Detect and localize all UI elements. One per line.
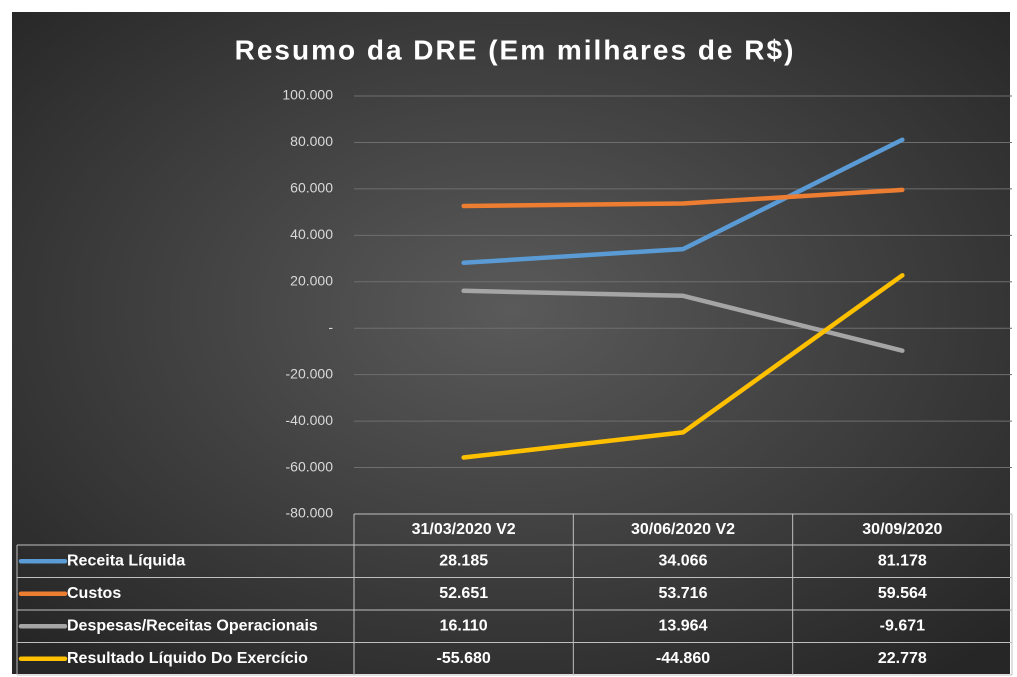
data-label: 59.564 bbox=[878, 585, 927, 602]
legend-label: Receita Líquida bbox=[67, 552, 185, 569]
y-tick-label: -80.000 bbox=[286, 505, 334, 521]
data-label: 34.066 bbox=[659, 552, 708, 569]
legend-label: Custos bbox=[67, 585, 121, 602]
y-tick-label: -40.000 bbox=[286, 412, 334, 428]
y-tick-label: -60.000 bbox=[286, 458, 334, 474]
y-tick-label: 20.000 bbox=[290, 272, 333, 288]
legend-label: Despesas/Receitas Operacionais bbox=[67, 617, 318, 634]
data-label: 16.110 bbox=[440, 617, 488, 634]
data-label: -44.860 bbox=[656, 650, 710, 667]
chart-title: Resumo da DRE (Em milhares de R$) bbox=[235, 34, 796, 65]
y-tick-label: 60.000 bbox=[290, 180, 333, 196]
series-line bbox=[461, 273, 905, 460]
y-tick-label: 100.000 bbox=[282, 87, 333, 103]
data-label: 53.716 bbox=[659, 585, 708, 602]
data-label: 52.651 bbox=[439, 585, 488, 602]
series-line bbox=[461, 288, 905, 353]
series-line bbox=[461, 137, 905, 266]
legend-label: Resultado Líquido Do Exercício bbox=[67, 650, 308, 667]
data-label: 81.178 bbox=[878, 552, 927, 569]
y-tick-label: -20.000 bbox=[286, 365, 334, 381]
chart-background bbox=[12, 12, 1010, 674]
y-tick-label: - bbox=[328, 319, 333, 335]
data-label: 13.964 bbox=[659, 617, 708, 634]
series-line bbox=[461, 187, 905, 209]
data-label: 22.778 bbox=[878, 650, 927, 667]
y-tick-label: 40.000 bbox=[290, 226, 333, 242]
x-tick-label: 30/09/2020 bbox=[862, 521, 942, 538]
x-tick-label: 30/06/2020 V2 bbox=[631, 521, 735, 538]
data-label: -55.680 bbox=[437, 650, 491, 667]
y-tick-label: 80.000 bbox=[290, 133, 333, 149]
data-label: 28.185 bbox=[439, 552, 488, 569]
x-tick-label: 31/03/2020 V2 bbox=[412, 521, 516, 538]
data-label: -9.671 bbox=[880, 617, 925, 634]
